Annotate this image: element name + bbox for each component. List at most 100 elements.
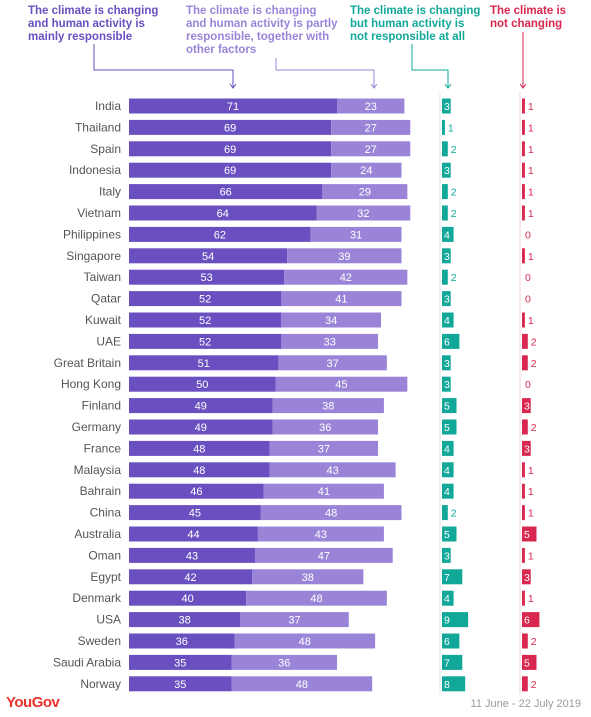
value-label-partly: 48 [299, 636, 311, 648]
value-label-not-responsible: 4 [444, 443, 450, 455]
value-label-mainly: 52 [199, 294, 211, 306]
bar-not-responsible [442, 98, 451, 114]
bar-mainly [129, 590, 247, 606]
country-label: UAE [96, 334, 121, 348]
value-label-partly: 48 [310, 593, 322, 605]
country-label: Indonesia [69, 163, 121, 177]
bar-not-responsible [442, 162, 451, 178]
bar-not-responsible [442, 376, 451, 392]
bar-partly [284, 269, 408, 285]
value-label-mainly: 71 [227, 101, 239, 113]
bar-not-changing [522, 462, 525, 478]
value-label-not-responsible: 4 [444, 229, 450, 241]
bar-partly [231, 676, 373, 692]
bar-partly [234, 633, 376, 649]
bar-not-changing [522, 654, 537, 670]
bar-not-changing [522, 590, 525, 606]
bar-not-changing [522, 141, 525, 157]
bar-mainly [129, 419, 273, 435]
bar-partly [322, 184, 408, 200]
value-label-not-responsible: 4 [444, 593, 450, 605]
value-label-mainly: 40 [181, 593, 193, 605]
value-label-mainly: 35 [174, 679, 186, 691]
country-label: Singapore [66, 249, 121, 263]
value-label-not-responsible: 1 [448, 122, 454, 134]
bar-not-responsible [442, 612, 469, 628]
country-label: Hong Kong [61, 377, 121, 391]
value-label-not-changing: 1 [528, 101, 534, 113]
value-label-partly: 31 [350, 229, 362, 241]
value-label-not-responsible: 3 [444, 101, 450, 113]
bar-not-changing [522, 419, 528, 435]
value-label-not-changing: 1 [528, 550, 534, 562]
value-label-partly: 39 [338, 251, 350, 263]
bar-not-changing [522, 184, 525, 200]
bar-partly [287, 248, 402, 264]
country-label: Australia [74, 527, 121, 541]
value-label-mainly: 38 [179, 615, 191, 627]
survey-date: 11 June - 22 July 2019 [470, 698, 581, 710]
value-label-mainly: 66 [220, 187, 232, 199]
bar-mainly [129, 141, 332, 157]
country-label: India [95, 99, 121, 113]
bar-partly [310, 226, 402, 242]
value-label-not-responsible: 5 [444, 529, 450, 541]
value-label-not-responsible: 4 [444, 465, 450, 477]
value-label-mainly: 49 [195, 422, 207, 434]
bar-not-responsible [442, 590, 454, 606]
value-label-mainly: 42 [184, 572, 196, 584]
legend-connector-line [93, 44, 234, 88]
bar-partly [275, 376, 408, 392]
value-label-not-responsible: 9 [444, 615, 450, 627]
value-label-not-changing: 3 [524, 572, 530, 584]
bar-mainly [129, 398, 273, 414]
country-label: Kuwait [85, 313, 122, 327]
value-label-not-changing: 1 [528, 187, 534, 199]
value-label-not-changing: 1 [528, 144, 534, 156]
value-label-mainly: 44 [187, 529, 199, 541]
bar-partly [269, 440, 379, 456]
bar-not-changing [522, 505, 525, 521]
value-label-not-changing: 0 [525, 229, 531, 241]
bar-mainly [129, 676, 232, 692]
bar-mainly [129, 355, 279, 371]
bar-not-changing [522, 547, 525, 563]
value-label-not-responsible: 3 [444, 379, 450, 391]
bar-not-changing [522, 98, 525, 114]
country-label: Thailand [75, 120, 121, 134]
value-label-not-changing: 1 [528, 465, 534, 477]
country-label: Spain [90, 142, 121, 156]
value-label-not-changing: 3 [524, 401, 530, 413]
value-label-not-changing: 0 [525, 272, 531, 284]
legend-partly: The climate is changing and human activi… [186, 5, 338, 56]
bar-partly [331, 162, 402, 178]
bar-partly [331, 119, 411, 135]
bar-mainly [129, 376, 276, 392]
bar-mainly [129, 226, 311, 242]
value-label-mainly: 53 [201, 272, 213, 284]
bar-not-responsible [442, 633, 460, 649]
value-label-not-changing: 1 [528, 165, 534, 177]
value-label-not-changing: 1 [528, 508, 534, 520]
value-label-not-changing: 5 [524, 529, 530, 541]
country-label: Philippines [63, 227, 121, 241]
bar-mainly [129, 505, 261, 521]
legend-mainly: The climate is changing and human activi… [28, 5, 159, 43]
value-label-not-changing: 2 [531, 358, 537, 370]
bar-not-changing [522, 676, 528, 692]
value-label-not-responsible: 3 [444, 165, 450, 177]
value-label-partly: 37 [288, 615, 300, 627]
bar-mainly [129, 205, 317, 221]
value-label-not-changing: 1 [528, 486, 534, 498]
bar-not-responsible [442, 547, 451, 563]
bar-not-responsible [442, 269, 448, 285]
bar-partly [272, 398, 384, 414]
value-label-not-responsible: 3 [444, 251, 450, 263]
bar-not-changing [522, 119, 525, 135]
value-label-mainly: 69 [224, 122, 236, 134]
bar-not-responsible [442, 312, 454, 328]
bar-mainly [129, 547, 255, 563]
value-label-not-responsible: 2 [451, 187, 457, 199]
value-label-partly: 38 [302, 572, 314, 584]
